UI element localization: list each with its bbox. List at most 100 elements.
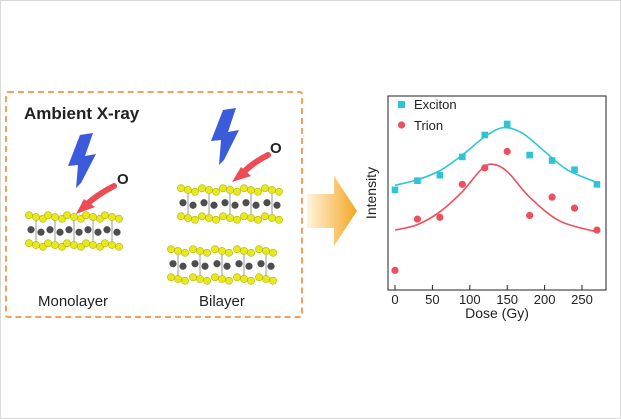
trion-point (526, 211, 534, 220)
metal-atom (179, 199, 187, 207)
trion-point (570, 204, 579, 212)
sulfur-atom (203, 276, 211, 285)
exciton-point (436, 171, 444, 179)
schematic-panel (5, 91, 303, 318)
metal-atom (200, 199, 208, 207)
oxygen-arrow-icon (76, 183, 117, 214)
x-tick-label: 100 (459, 292, 481, 307)
exciton-point (459, 153, 466, 161)
legend-label-exciton: Exciton (414, 97, 457, 112)
trion-point (481, 164, 489, 172)
x-tick-label: 50 (425, 292, 439, 307)
sulfur-atom (212, 187, 220, 196)
metal-atom (169, 260, 177, 268)
metal-atom (252, 201, 260, 209)
sulfur-atom (247, 276, 255, 285)
legend-label-trion: Trion (414, 118, 443, 133)
metal-atom (65, 226, 73, 234)
metal-atom (221, 199, 229, 207)
bilayer-label: Bilayer (199, 293, 245, 310)
trion-point (391, 266, 399, 274)
x-tick-label: 0 (391, 292, 398, 307)
exciton-point (593, 181, 601, 188)
metal-atom (201, 262, 209, 270)
x-tick-label: 200 (534, 292, 556, 307)
metal-atom (235, 260, 243, 268)
exciton-point (503, 120, 511, 128)
trion-point (436, 213, 444, 221)
plot-frame (387, 95, 607, 291)
ambient-xray-label: Ambient X-ray (24, 104, 140, 123)
trion-point (413, 215, 422, 223)
exciton-point (548, 157, 556, 164)
x-axis: 0 50 100 150 200 250 (391, 285, 593, 307)
data-points (391, 120, 601, 274)
fit-curves (394, 126, 598, 233)
trion-fit-curve (394, 163, 598, 233)
metal-atom (179, 262, 187, 270)
metal-atom (257, 260, 265, 268)
xray-bolt-icon (211, 108, 239, 165)
metal-atom (27, 226, 35, 234)
metal-atom (245, 262, 253, 270)
sulfur-atom (233, 187, 241, 196)
exciton-point (526, 151, 533, 159)
x-tick-label: 150 (496, 292, 518, 307)
metal-atom (189, 201, 197, 209)
xray-bolt-icon (68, 133, 96, 188)
sulfur-atom (247, 248, 255, 257)
metal-atom (75, 228, 83, 236)
exciton-point (571, 166, 578, 174)
exciton-point (481, 131, 489, 139)
process-arrow (307, 176, 357, 246)
sulfur-atom (269, 248, 277, 257)
sulfur-atom (115, 214, 123, 223)
metal-atom (273, 201, 281, 209)
sulfur-atom (115, 242, 123, 251)
sulfur-atom (203, 248, 211, 257)
sulfur-atom (254, 187, 262, 196)
y-axis-title: Intensity (363, 167, 379, 219)
oxygen-label: O (270, 140, 282, 157)
metal-atom (213, 260, 221, 268)
exciton-fit-curve (394, 126, 598, 187)
sulfur-atom (181, 276, 189, 285)
legend: Exciton Trion (397, 97, 457, 133)
trion-point (458, 180, 466, 188)
sulfur-atom (212, 215, 220, 224)
metal-atom (103, 226, 111, 234)
sulfur-atom (254, 215, 262, 224)
metal-atom (223, 262, 231, 270)
metal-atom (37, 228, 45, 236)
sulfur-atom (233, 215, 241, 224)
metal-atom (46, 226, 54, 234)
exciton-point (414, 177, 421, 184)
sulfur-atom (191, 215, 199, 224)
metal-atom (263, 199, 271, 207)
sulfur-atom (225, 276, 233, 285)
sulfur-atom (275, 215, 283, 224)
trion-point (593, 226, 601, 234)
oxygen-arrow-icon (232, 152, 271, 182)
metal-atom (84, 226, 92, 234)
trion-point (548, 193, 556, 201)
x-tick-label: 250 (571, 292, 593, 307)
metal-atom (94, 228, 102, 236)
sulfur-atom (225, 248, 233, 257)
exciton-point (391, 186, 399, 194)
x-axis-title: Dose (Gy) (465, 305, 529, 321)
oxygen-label: O (117, 171, 129, 188)
metal-atom (56, 228, 64, 236)
metal-atom (267, 262, 275, 270)
sulfur-atom (275, 187, 283, 196)
metal-atom (231, 201, 239, 209)
metal-atom (210, 201, 218, 209)
crystal-layers (25, 184, 283, 285)
legend-marker-exciton (398, 101, 405, 108)
metal-atom (113, 228, 121, 236)
trion-point (503, 147, 511, 156)
legend-marker-trion (397, 121, 406, 129)
sulfur-atom (181, 248, 189, 257)
